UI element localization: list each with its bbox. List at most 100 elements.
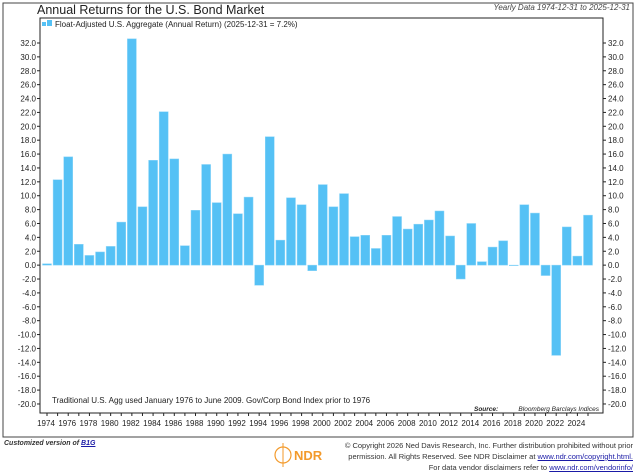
- x-tick-label: 2002: [334, 419, 352, 428]
- y-tick-label-right: 10.0: [608, 192, 624, 201]
- x-tick-label: 1986: [164, 419, 182, 428]
- copyright-line-1: © Copyright 2026 Ned Davis Research, Inc…: [344, 441, 633, 450]
- y-tick-label-left: 16.0: [20, 150, 36, 159]
- y-tick-label-right: 16.0: [608, 150, 624, 159]
- x-tick-label: 1974: [37, 419, 55, 428]
- x-tick-label: 1990: [207, 419, 225, 428]
- ndr-logo: NDR: [274, 443, 323, 467]
- bar-1992: [233, 213, 243, 266]
- bar-2021: [540, 264, 551, 276]
- bar-1981: [116, 221, 127, 266]
- x-tick-label: 2018: [504, 419, 522, 428]
- y-tick-label-left: 12.0: [20, 178, 36, 187]
- y-tick-label-right: -10.0: [608, 331, 627, 340]
- b1g-link[interactable]: B1G: [81, 440, 96, 447]
- x-tick-label: 1992: [228, 419, 246, 428]
- y-tick-label-right: 32.0: [608, 39, 624, 48]
- bar-2013: [455, 264, 466, 280]
- x-tick-label: 2022: [546, 419, 564, 428]
- vendor-link[interactable]: www.ndr.com/vendorinfo/: [549, 463, 633, 472]
- y-tick-label-left: -2.0: [22, 275, 36, 284]
- y-tick-label-right: 20.0: [608, 122, 624, 131]
- y-tick-label-right: -14.0: [608, 358, 627, 367]
- bar-2006: [381, 235, 392, 266]
- bar-2000: [318, 184, 328, 266]
- y-tick-label-right: -6.0: [608, 303, 622, 312]
- bar-1977: [74, 244, 84, 266]
- bar-1997: [286, 197, 296, 266]
- customized-text: Customized version of: [4, 440, 80, 447]
- y-tick-label-right: 12.0: [608, 178, 624, 187]
- bar-1983: [137, 206, 148, 266]
- x-tick-label: 1994: [249, 419, 267, 428]
- y-tick-label-left: 20.0: [20, 122, 36, 131]
- bar-1986: [169, 158, 180, 266]
- y-tick-label-left: 4.0: [25, 233, 37, 242]
- y-tick-label-left: -18.0: [18, 386, 37, 395]
- y-tick-label-left: -14.0: [18, 358, 37, 367]
- x-tick-label: 1998: [292, 419, 310, 428]
- bar-1990: [211, 202, 222, 266]
- x-tick-label: 1982: [122, 419, 140, 428]
- y-tick-label-left: 6.0: [25, 219, 37, 228]
- bar-1999: [307, 264, 317, 271]
- y-tick-label-left: -6.0: [22, 303, 36, 312]
- x-tick-label: 1996: [270, 419, 288, 428]
- y-tick-label-left: 26.0: [20, 81, 36, 90]
- y-tick-label-right: -18.0: [608, 386, 627, 395]
- bar-1994: [254, 264, 264, 286]
- source-value: Bloomberg Barclays Indices: [518, 406, 599, 413]
- x-tick-label: 1980: [101, 419, 119, 428]
- source-label: Source:: [474, 406, 498, 413]
- chart-title: Annual Returns for the U.S. Bond Market: [37, 3, 265, 17]
- bar-2008: [402, 228, 413, 266]
- y-tick-label-left: 28.0: [20, 67, 36, 76]
- bar-2002: [339, 193, 349, 266]
- y-tick-label-left: -4.0: [22, 289, 36, 298]
- bar-2017: [498, 240, 508, 266]
- chart-subtitle: Yearly Data 1974-12-31 to 2025-12-31: [493, 3, 630, 12]
- x-tick-label: 2006: [377, 419, 395, 428]
- y-tick-label-right: 28.0: [608, 67, 624, 76]
- bar-1991: [222, 153, 233, 266]
- bar-2023: [562, 226, 572, 266]
- y-tick-label-right: 30.0: [608, 53, 624, 62]
- x-tick-label: 2010: [419, 419, 437, 428]
- bar-2003: [349, 236, 360, 266]
- bar-2012: [445, 235, 455, 266]
- y-tick-label-right: 8.0: [608, 206, 620, 215]
- bar-2018: [508, 264, 519, 266]
- y-tick-label-right: -12.0: [608, 344, 627, 353]
- y-tick-label-left: -8.0: [22, 317, 36, 326]
- y-tick-label-left: -20.0: [18, 400, 37, 409]
- y-tick-label-left: 18.0: [20, 136, 36, 145]
- y-tick-label-left: 8.0: [25, 206, 37, 215]
- y-tick-label-right: 14.0: [608, 164, 624, 173]
- bar-2004: [360, 235, 370, 266]
- y-tick-label-left: 30.0: [20, 53, 36, 62]
- legend-swatch: [42, 22, 46, 26]
- bar-1980: [105, 246, 116, 266]
- x-tick-label: 1978: [80, 419, 98, 428]
- bar-2025: [583, 214, 593, 266]
- bar-1978: [84, 255, 95, 266]
- y-tick-label-left: 2.0: [25, 247, 37, 256]
- bar-1995: [265, 136, 275, 266]
- bar-2001: [328, 206, 339, 266]
- y-tick-label-left: 10.0: [20, 192, 36, 201]
- bar-1974: [42, 263, 52, 266]
- vendor-text: For data vendor disclaimers refer to: [428, 463, 548, 472]
- bar-2014: [466, 223, 477, 266]
- bar-1982: [127, 38, 137, 266]
- y-tick-label-left: -16.0: [18, 372, 37, 381]
- copyright-link[interactable]: www.ndr.com/copyright.html.: [537, 452, 633, 461]
- bar-2019: [519, 204, 530, 266]
- x-tick-label: 2020: [525, 419, 543, 428]
- customized-note: Customized version of B1G: [4, 440, 95, 447]
- bar-1993: [243, 196, 254, 266]
- y-tick-label-right: -16.0: [608, 372, 627, 381]
- y-tick-label-left: 22.0: [20, 108, 36, 117]
- outer-frame: [2, 2, 634, 438]
- y-tick-label-right: -20.0: [608, 400, 627, 409]
- y-tick-label-left: -12.0: [18, 344, 37, 353]
